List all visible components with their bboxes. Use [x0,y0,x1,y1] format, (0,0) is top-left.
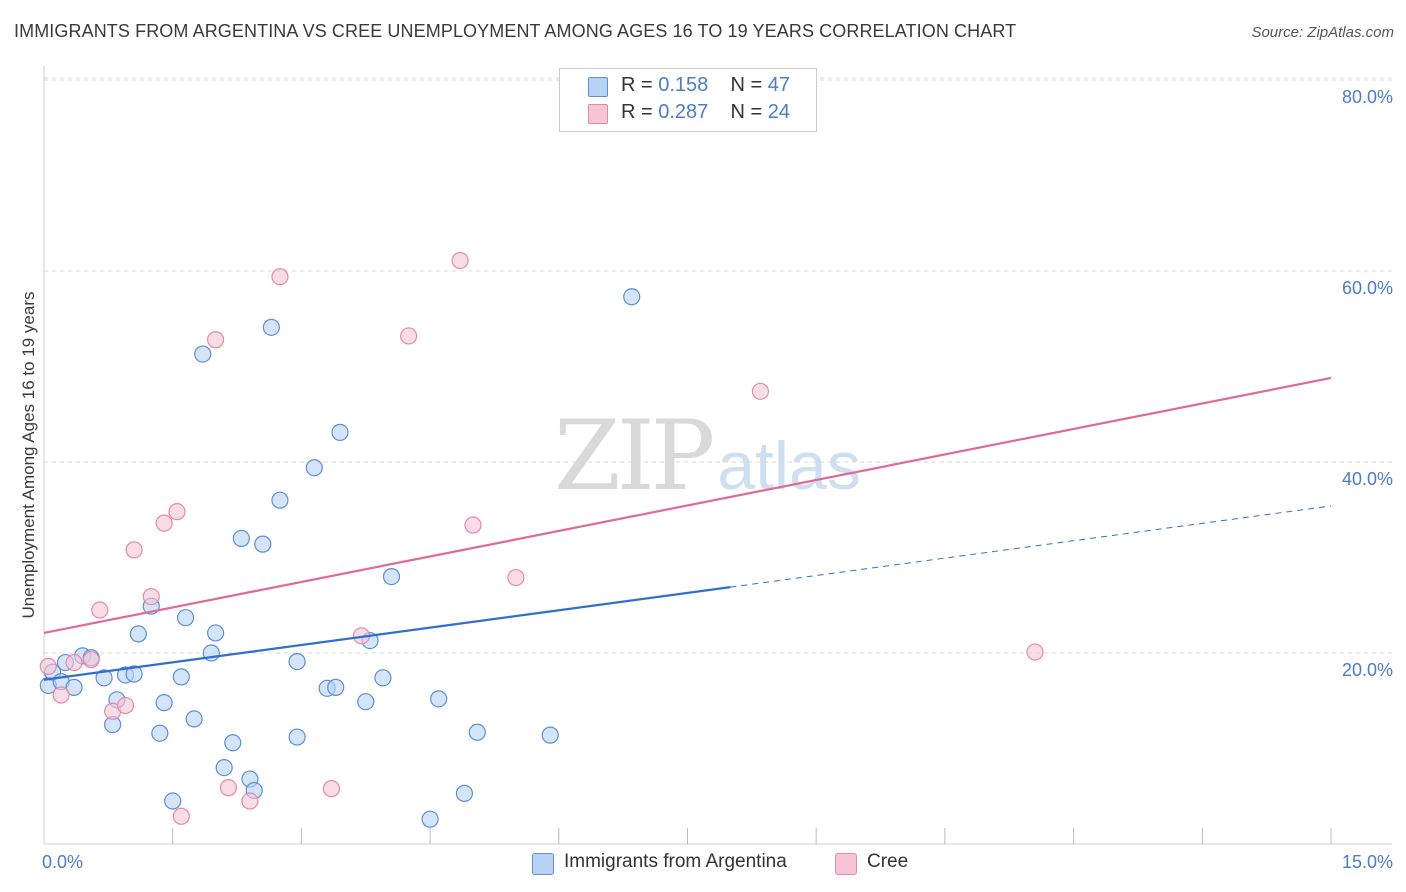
cree-point [52,686,70,704]
cree-point [155,514,173,532]
argentina-point [271,491,289,509]
cree-point [219,779,238,797]
argentina-point [382,567,401,586]
argentina-point [224,734,242,752]
argentina-point [288,652,306,671]
legend-swatch-blue [588,77,608,97]
argentina-point [65,678,83,696]
legend-text: R = 0.287 N = 24 [621,101,791,123]
x-tick-label-min: 0.0% [42,852,84,872]
cree-point [125,541,143,559]
bottom-legend-label: Cree [867,851,909,872]
argentina-point [125,665,143,683]
cree-point [241,792,259,810]
bottom-legend-label: Immigrants from Argentina [564,851,787,872]
argentina-point [207,624,225,642]
chart-title: IMMIGRANTS FROM ARGENTINA VS CREE UNEMPL… [14,21,1017,41]
cree-point [271,268,289,286]
argentina-point [430,690,448,708]
bottom-legend-argentina: Immigrants from Argentina [532,851,812,877]
argentina-point [305,459,323,477]
source-label: Source: ZipAtlas.com [1251,24,1394,41]
cree-point [172,807,190,825]
argentina-point [262,318,280,336]
bottom-legend-swatch-blue [532,853,554,875]
watermark-zip: ZIP [554,400,715,512]
argentina-point [623,288,641,306]
y-axis-label: Unemployment Among Ages 16 to 19 years [19,291,38,619]
cree-point [168,503,186,521]
argentina-point [288,728,306,746]
cree-point [507,568,525,587]
argentina-point [164,792,182,810]
argentina-point [455,784,474,802]
argentina-point [176,609,195,627]
argentina-point [254,535,272,553]
argentina-point [194,345,212,363]
legend-n-value: 24 [767,101,791,123]
argentina-point [151,724,169,742]
cree-point [82,651,100,669]
argentina-trend-line [43,586,731,681]
zipatlas-watermark: ZIPatlas [554,400,861,512]
argentina-point [215,758,233,777]
argentina-point [374,669,392,687]
cree-point [207,331,225,349]
cree-point [464,516,482,534]
cree-point [65,653,83,672]
correlation-legend: R = 0.158 N = 47 R = 0.287 N = 24 [559,68,817,132]
legend-r-value: 0.158 [658,74,709,96]
legend-r-value: 0.287 [658,101,709,123]
argentina-point [421,810,439,828]
cree-point [91,601,109,619]
argentina-point [327,678,345,696]
cree-point [751,382,770,400]
watermark-atlas: atlas [717,428,861,504]
legend-text: R = 0.158 N = 47 [621,74,791,96]
legend-n-value: 47 [767,74,791,96]
cree-point [322,780,341,798]
cree-point [400,327,418,345]
cree-trend-line [43,376,1332,635]
bottom-legend-swatch-pink [835,853,857,875]
y-tick-label-60: 60.0% [1341,278,1393,298]
argentina-point [155,694,173,712]
argentina-point [357,693,375,711]
x-tick-label-max: 15.0% [1341,852,1393,872]
cree-point [39,657,57,675]
argentina-point [172,668,190,686]
argentina-point [232,529,250,548]
y-tick-label-20: 20.0% [1341,660,1393,680]
cree-point [116,696,135,715]
argentina-point [95,669,113,687]
cree-point [142,588,160,606]
cree-point [451,251,469,270]
argentina-point [331,423,349,441]
legend-swatch-pink [588,104,608,124]
argentina-point [541,726,559,744]
argentina-point [468,723,486,741]
argentina-point [185,710,203,728]
cree-point [1026,643,1044,661]
argentina-point [129,625,147,643]
argentina-trend-extension [730,505,1332,588]
bottom-legend-cree: Cree [835,851,935,877]
y-tick-label-40: 40.0% [1341,469,1393,489]
y-tick-label-80: 80.0% [1341,87,1393,107]
